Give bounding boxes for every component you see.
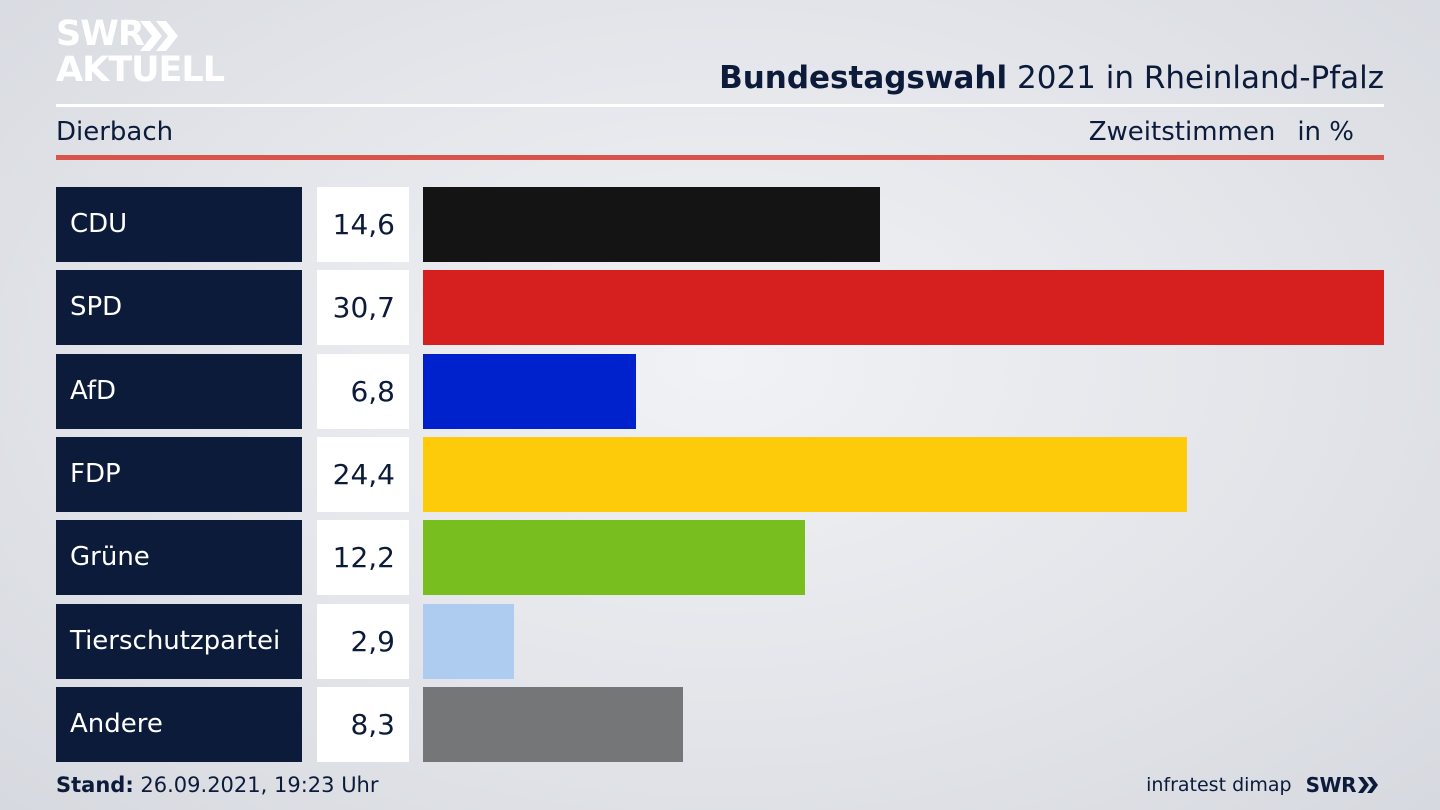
bar — [423, 436, 1187, 512]
value-label: 8,3 — [317, 686, 409, 762]
bar — [423, 353, 636, 429]
party-label: Andere — [56, 686, 302, 762]
header-divider — [56, 104, 1384, 107]
party-label: Tierschutzpartei — [56, 603, 302, 679]
measure-label: Zweitstimmen in % — [1089, 114, 1354, 150]
value-label: 6,8 — [317, 353, 409, 429]
title-rest: 2021 in Rheinland-Pfalz — [1017, 60, 1384, 96]
bar — [423, 187, 880, 262]
value-label: 2,9 — [317, 603, 409, 679]
measure-unit: in % — [1297, 117, 1354, 147]
double-chevron-icon — [140, 21, 178, 51]
double-chevron-icon — [1358, 777, 1378, 793]
logo-line2: AKTUELL — [56, 50, 225, 90]
bar-row: Grüne 12,2 — [56, 520, 1384, 596]
title-bold: Bundestagswahl — [719, 60, 1008, 96]
value-label: 12,2 — [317, 520, 409, 596]
page-title: Bundestagswahl 2021 in Rheinland-Pfalz — [719, 58, 1384, 98]
source-label: infratest dimap — [1146, 774, 1292, 796]
bar — [423, 603, 514, 679]
value-label: 14,6 — [317, 187, 409, 262]
timestamp: Stand: 26.09.2021, 19:23 Uhr — [56, 770, 379, 800]
bar-row: AfD 6,8 — [56, 353, 1384, 429]
bar — [423, 520, 805, 596]
bar — [423, 270, 1384, 346]
party-label: FDP — [56, 436, 302, 512]
value-label: 30,7 — [317, 270, 409, 346]
bar-row: CDU 14,6 — [56, 187, 1384, 262]
stand-label: Stand: — [56, 773, 134, 797]
bar-row: FDP 24,4 — [56, 436, 1384, 512]
bar — [423, 686, 683, 762]
bar-row: Tierschutzpartei 2,9 — [56, 603, 1384, 679]
party-label: Grüne — [56, 520, 302, 596]
swr-brand: SWR — [1306, 773, 1384, 797]
bar-row: Andere 8,3 — [56, 686, 1384, 762]
measure-name: Zweitstimmen — [1088, 117, 1276, 147]
bar-row: SPD 30,7 — [56, 270, 1384, 346]
swr-aktuell-logo: SWR AKTUELL — [56, 14, 226, 90]
region-name: Dierbach — [56, 117, 174, 147]
stand-value: 26.09.2021, 19:23 Uhr — [140, 773, 379, 797]
value-label: 24,4 — [317, 436, 409, 512]
party-label: SPD — [56, 270, 302, 346]
accent-divider — [56, 155, 1384, 160]
party-label: CDU — [56, 187, 302, 262]
logo-line1: SWR — [56, 14, 145, 54]
footer-credits: infratest dimap SWR — [1146, 770, 1384, 800]
party-label: AfD — [56, 353, 302, 429]
brand-text: SWR — [1305, 773, 1357, 797]
